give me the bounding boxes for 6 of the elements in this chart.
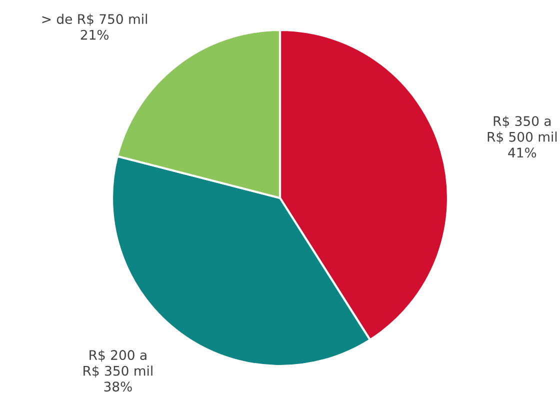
slice-label: R$ 200 a R$ 350 mil [84, 350, 152, 378]
data-label: 21% [80, 30, 109, 40]
data-label: 38% [104, 382, 132, 392]
slice-label: R$ 350 a R$ 500 mil [488, 116, 557, 144]
slice-label: > de R$ 750 mil [42, 14, 147, 26]
data-label: 41% [508, 148, 536, 158]
